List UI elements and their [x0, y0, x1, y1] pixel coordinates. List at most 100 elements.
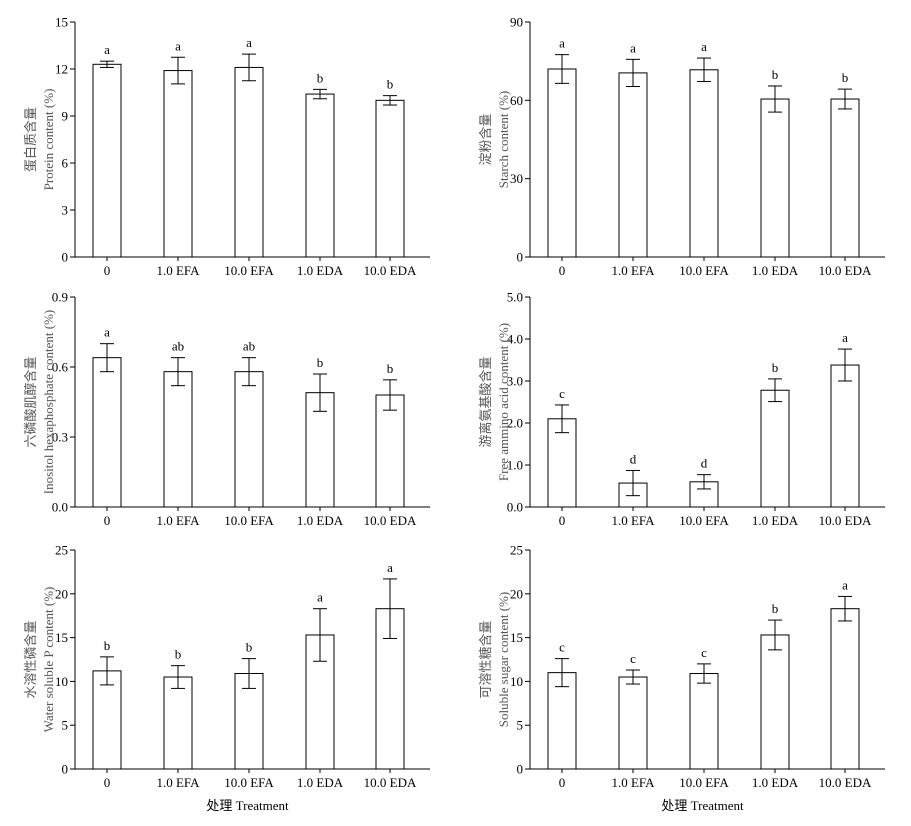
- x-tick-label: 0: [559, 775, 566, 790]
- bar: [163, 371, 193, 508]
- bar: [830, 98, 860, 258]
- bar: [305, 93, 335, 258]
- significance-label: b: [104, 638, 111, 653]
- y-axis-title-cn: 游离氨基酸含量: [478, 356, 493, 447]
- y-tick-label: 4.0: [507, 332, 523, 347]
- significance-label: b: [317, 355, 324, 370]
- significance-label: ab: [243, 339, 255, 354]
- x-tick-label: 1.0 EFA: [156, 775, 200, 790]
- y-tick-label: 25: [510, 543, 523, 558]
- y-axis-title-en: Protein content (%): [41, 89, 56, 191]
- significance-label: c: [559, 386, 565, 401]
- x-tick-label: 1.0 EDA: [297, 775, 344, 790]
- bar: [547, 68, 577, 258]
- bar: [234, 371, 264, 508]
- x-tick-label: 10.0 EFA: [224, 513, 274, 528]
- x-tick-label: 0: [104, 513, 111, 528]
- x-tick-label: 10.0 EDA: [819, 263, 872, 278]
- bar: [234, 66, 264, 258]
- y-tick-label: 25: [55, 543, 68, 558]
- y-axis-title-cn: 水溶性磷含量: [23, 620, 38, 698]
- bar: [760, 389, 790, 508]
- y-axis-title-cn: 可溶性糖含量: [478, 620, 493, 698]
- y-tick-label: 90: [510, 15, 523, 30]
- y-tick-label: 0: [517, 250, 524, 265]
- significance-label: a: [104, 325, 110, 340]
- y-axis-title-en: Free ammino acid content (%): [496, 323, 511, 481]
- chart-panel-3: 0.0 0.3 0.6 0.9 a 0 ab 1.0 EFA ab 10.0 EFA b 1.0 ED…: [23, 290, 430, 528]
- x-tick-label: 1.0 EFA: [611, 513, 655, 528]
- significance-label: a: [842, 330, 848, 345]
- y-tick-label: 2.0: [507, 416, 523, 431]
- x-tick-label: 0: [559, 263, 566, 278]
- y-tick-label: 5: [62, 718, 69, 733]
- significance-label: b: [772, 601, 779, 616]
- x-tick-label: 1.0 EFA: [611, 775, 655, 790]
- x-tick-label: 10.0 EDA: [364, 775, 417, 790]
- x-tick-label: 10.0 EDA: [819, 775, 872, 790]
- y-axis-title-en: Starch content (%): [496, 91, 511, 188]
- chart-panel-5: 0 5 10 15 20 25 b 0 b 1.0 EFA b 10.0 EFA a 1.0 EDA a 10…: [23, 543, 430, 813]
- significance-label: ab: [172, 339, 184, 354]
- bar: [547, 418, 577, 508]
- significance-label: c: [630, 651, 636, 666]
- x-tick-label: 0: [104, 775, 111, 790]
- y-axis-title-en: Soluble sugar content (%): [496, 592, 511, 727]
- chart-panel-2: 0 30 60 90 a 0 a 1.0 EFA a 10.0 EFA b 1.0 EDA b 10.0 …: [478, 15, 885, 278]
- bar: [234, 673, 264, 770]
- bar: [163, 70, 193, 258]
- significance-label: c: [559, 640, 565, 655]
- y-tick-label: 5.0: [507, 290, 523, 305]
- significance-label: a: [104, 42, 110, 57]
- significance-label: a: [246, 35, 252, 50]
- x-tick-label: 10.0 EFA: [679, 263, 729, 278]
- y-tick-label: 20: [55, 586, 68, 601]
- y-tick-label: 1.0: [507, 458, 523, 473]
- bar: [375, 99, 405, 258]
- significance-label: b: [842, 70, 849, 85]
- bar: [547, 672, 577, 770]
- y-tick-label: 0.0: [507, 500, 523, 515]
- bar: [689, 69, 719, 258]
- y-axis-title-en: Inositol hexaphosphate content (%): [41, 310, 56, 494]
- bar: [760, 634, 790, 770]
- x-tick-label: 10.0 EFA: [224, 775, 274, 790]
- bar: [830, 608, 860, 770]
- chart-panel-1: 0 3 6 9 12 15 a 0 a 1.0 EFA a 10.0 EFA b 1.0 EDA b 10.0…: [23, 15, 430, 278]
- significance-label: a: [559, 36, 565, 51]
- significance-label: a: [387, 560, 393, 575]
- y-tick-label: 9: [62, 109, 69, 124]
- bar: [92, 63, 122, 258]
- x-tick-label: 1.0 EFA: [156, 513, 200, 528]
- significance-label: b: [772, 360, 779, 375]
- y-tick-label: 15: [55, 15, 68, 30]
- y-tick-label: 0: [517, 762, 524, 777]
- significance-label: a: [175, 38, 181, 53]
- y-tick-label: 0.6: [52, 360, 69, 375]
- x-tick-label: 0: [559, 513, 566, 528]
- significance-label: b: [246, 640, 253, 655]
- x-tick-label: 0: [104, 263, 111, 278]
- bar: [689, 673, 719, 770]
- bar: [618, 676, 648, 770]
- y-tick-label: 6: [62, 156, 69, 171]
- bar: [92, 670, 122, 770]
- chart-panel-6: 0 5 10 15 20 25 c 0 c 1.0 EFA c 10.0 EFA b 1.0 EDA a 10…: [478, 543, 885, 813]
- y-tick-label: 0: [62, 762, 69, 777]
- significance-label: a: [317, 590, 323, 605]
- y-axis-title-cn: 淀粉含量: [478, 113, 493, 165]
- x-tick-label: 1.0 EFA: [611, 263, 655, 278]
- y-axis-title-cn: 蛋白质含量: [23, 107, 38, 172]
- y-tick-label: 0.9: [52, 290, 68, 305]
- bar: [830, 364, 860, 508]
- significance-label: a: [701, 39, 707, 54]
- significance-label: b: [387, 361, 394, 376]
- significance-label: d: [701, 456, 708, 471]
- significance-label: d: [630, 451, 637, 466]
- x-axis-title: 处理 Treatment: [206, 798, 289, 813]
- significance-label: a: [842, 577, 848, 592]
- bar: [163, 676, 193, 770]
- y-axis-title-en: Water soluble P content (%): [41, 587, 56, 733]
- x-tick-label: 1.0 EDA: [297, 263, 344, 278]
